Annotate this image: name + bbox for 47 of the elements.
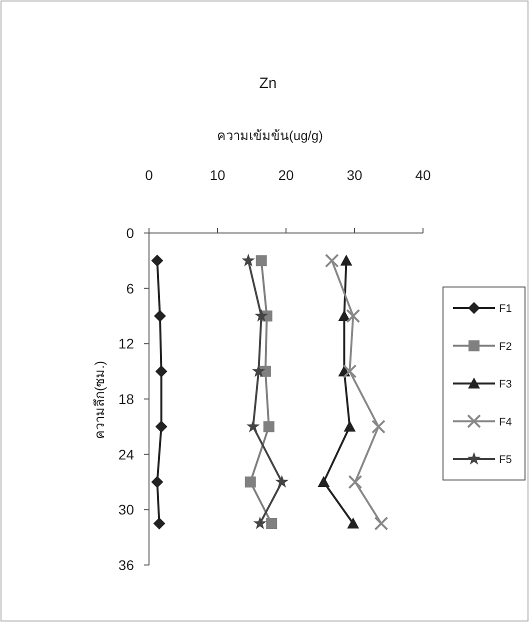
x-tick-label: 0: [145, 167, 154, 183]
point: [252, 364, 266, 377]
point: [155, 365, 168, 378]
y-tick-label: 18: [118, 391, 134, 407]
point: [346, 309, 360, 323]
point: [342, 364, 357, 378]
legend-label: F1: [499, 303, 512, 315]
point: [324, 254, 339, 268]
point: [347, 518, 360, 528]
point: [371, 420, 386, 434]
x-tick-label: 30: [346, 167, 362, 183]
y-tick-label: 6: [126, 280, 134, 296]
point: [263, 421, 274, 432]
point: [253, 516, 267, 530]
y-tick-label: 0: [126, 225, 134, 241]
point: [266, 518, 278, 529]
legend-label: F2: [499, 340, 512, 353]
y-tick-label: 36: [118, 557, 134, 573]
point: [254, 309, 268, 322]
point: [242, 254, 255, 266]
point: [348, 475, 362, 489]
y-tick-label: 30: [118, 502, 134, 518]
chart-title: Zn: [259, 75, 277, 92]
point: [374, 516, 388, 530]
point: [151, 254, 164, 267]
x-tick-label: 10: [210, 167, 226, 183]
point: [151, 476, 164, 488]
point: [246, 420, 260, 432]
x-tick-label: 40: [415, 167, 431, 183]
y-tick-label: 12: [118, 336, 134, 352]
x-tick-label: 20: [278, 167, 294, 183]
point: [344, 420, 356, 432]
point: [256, 255, 267, 266]
point: [340, 254, 352, 266]
y-tick-label: 24: [118, 446, 134, 462]
point: [155, 420, 168, 433]
y-axis-title: ความลึก(ซม.): [92, 360, 107, 440]
point: [338, 310, 350, 321]
point: [275, 475, 289, 488]
point: [244, 476, 256, 488]
point: [318, 476, 330, 487]
point: [153, 518, 166, 530]
legend-label: F4: [499, 416, 512, 428]
legend-label: F3: [499, 378, 512, 390]
x-axis-title: ความเข้มข้น(ug/g): [217, 128, 323, 143]
legend-label: F5: [499, 454, 512, 466]
point: [154, 310, 166, 322]
